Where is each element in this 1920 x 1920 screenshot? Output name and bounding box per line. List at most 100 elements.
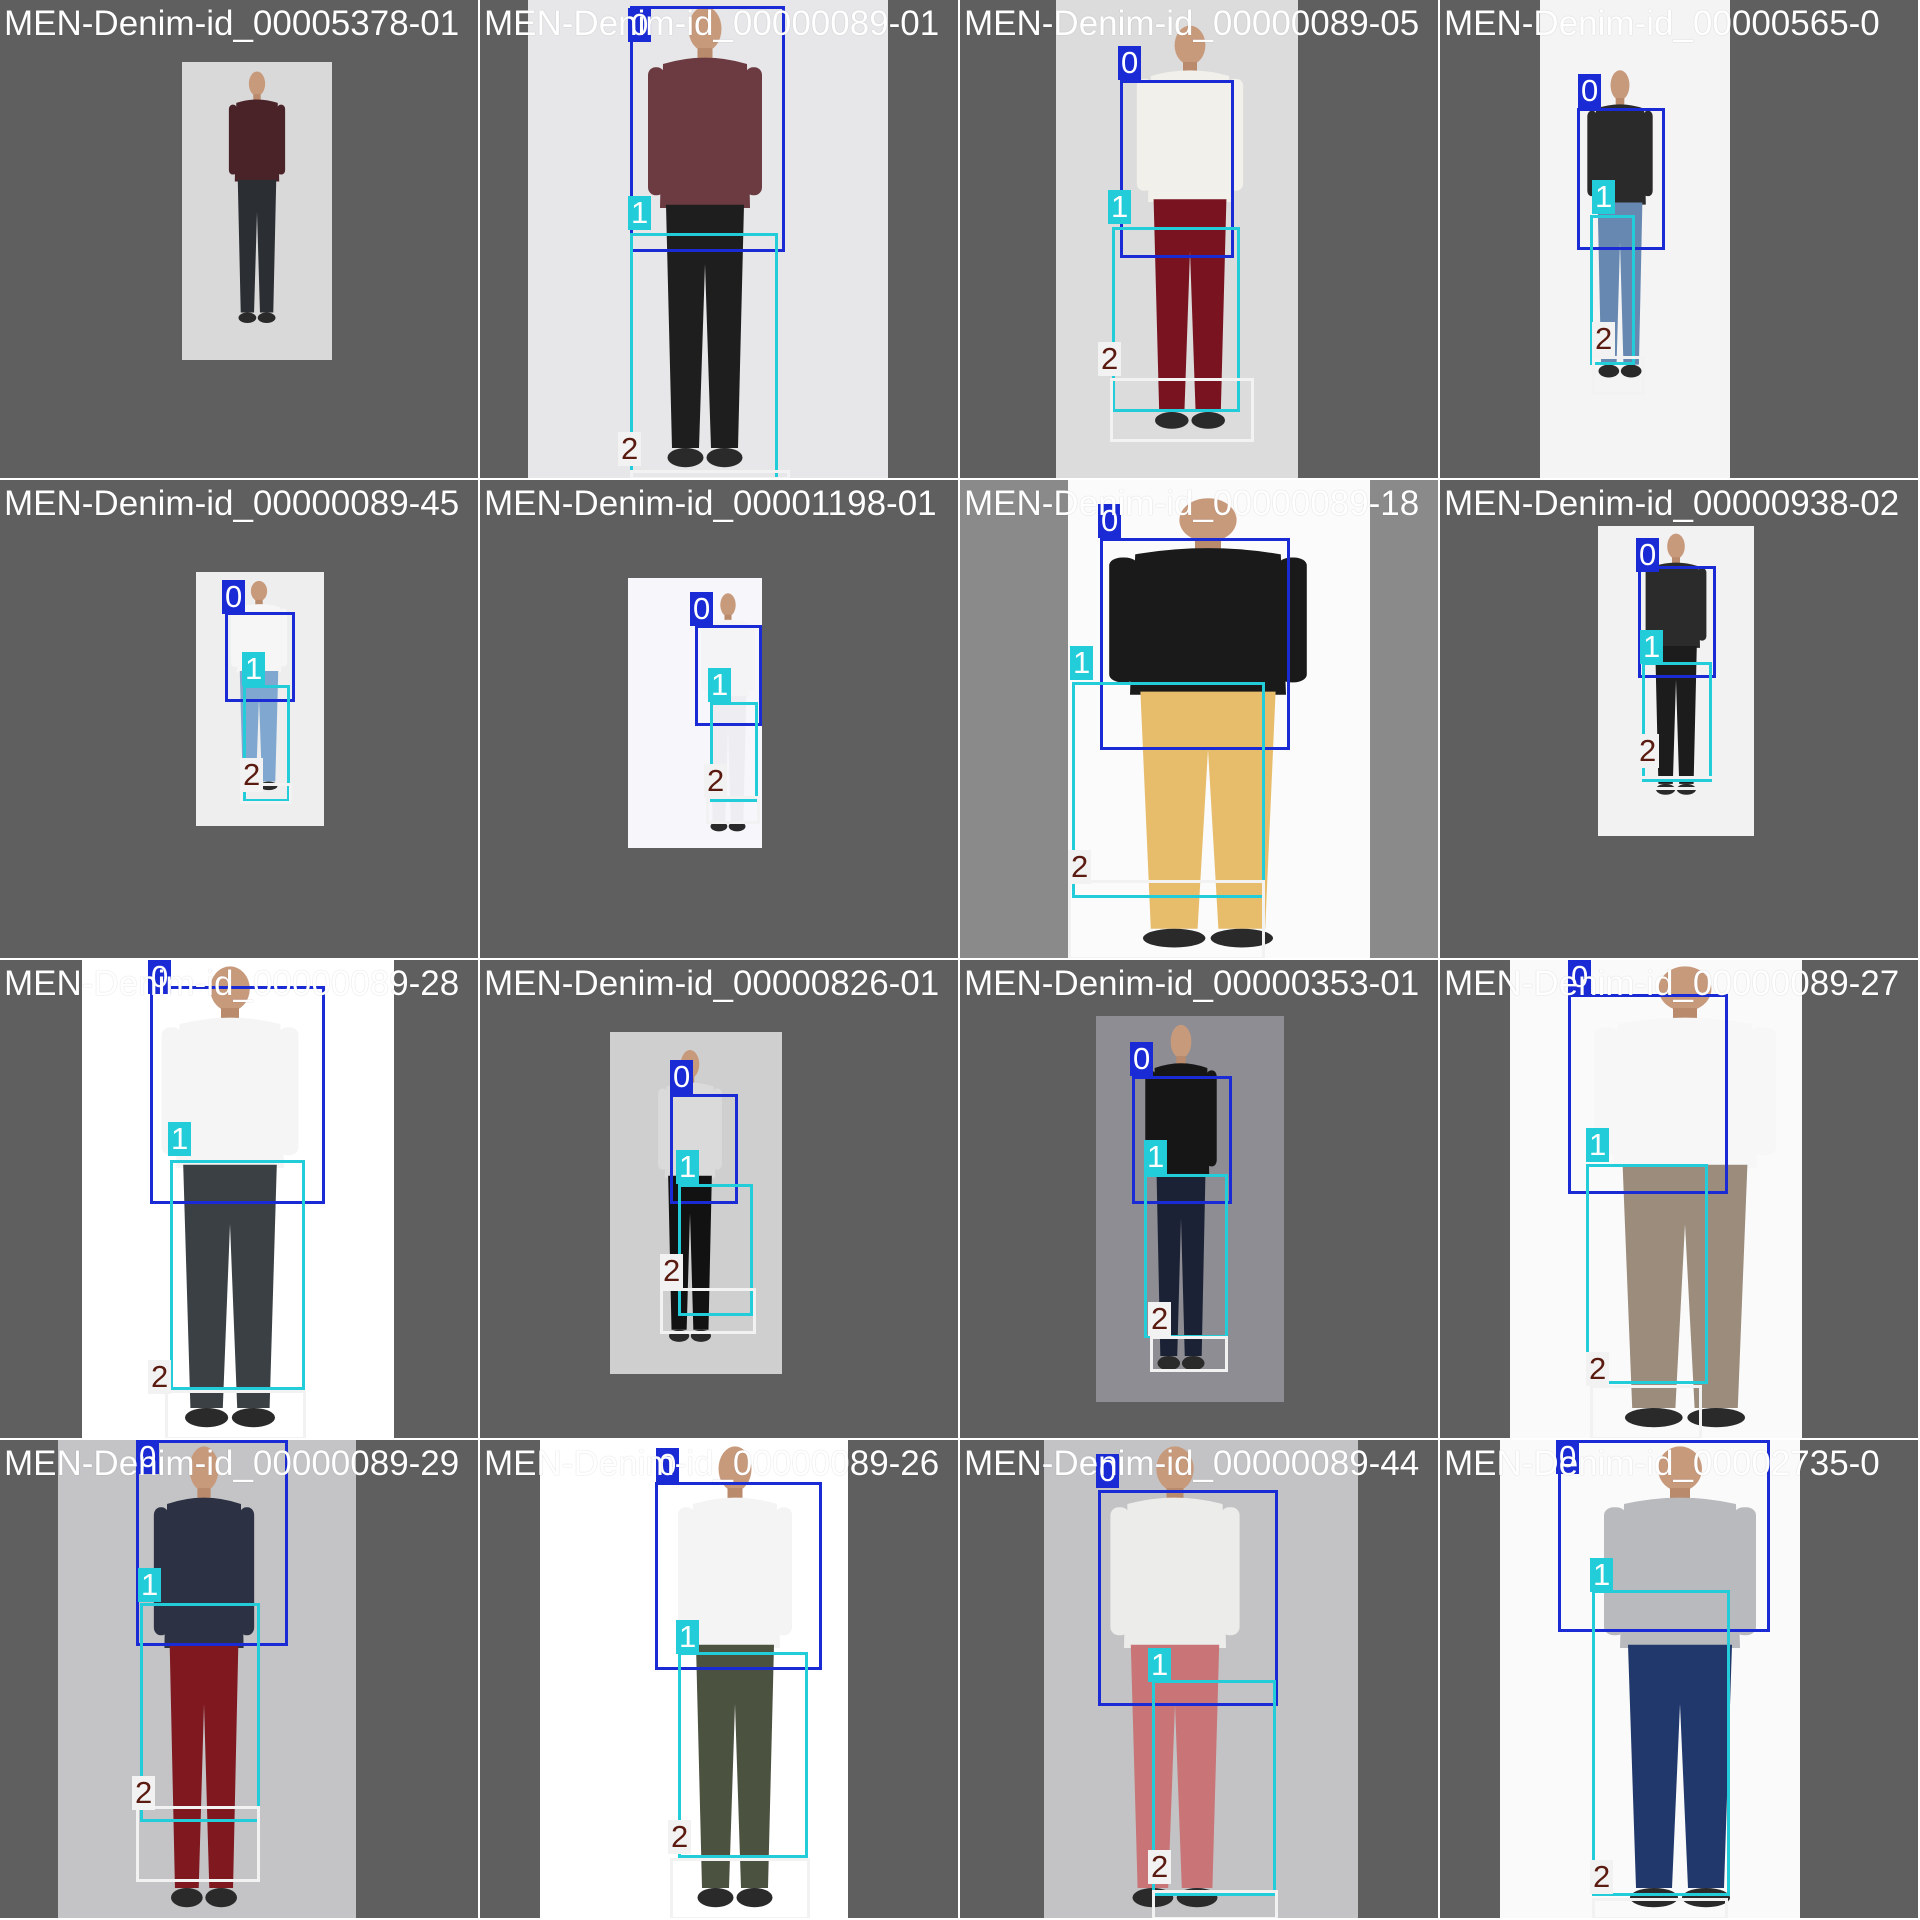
right-shoe [231, 1408, 275, 1428]
image-filename: MEN-Denim-id_00000826-01 [484, 964, 940, 1003]
person-figure [1593, 966, 1777, 1428]
image-tile: 0 1 2 MEN-Denim-id_00000089-45 [0, 480, 478, 958]
bbox-class-1 [678, 1184, 753, 1316]
image-background-band [1802, 960, 1918, 1438]
image-tile: 0 1 2 MEN-Denim-id_00000089-01 [480, 0, 958, 478]
neck [727, 1488, 743, 1501]
right-shoe [736, 1888, 773, 1908]
shirt [1594, 104, 1646, 205]
head [1156, 1446, 1194, 1492]
bbox-class-1 [170, 1160, 305, 1390]
right-arm [278, 1027, 299, 1156]
bbox-label: 0 [148, 960, 172, 994]
left-arm [1604, 1507, 1626, 1636]
image-tile: 0 1 2 MEN-Denim-id_00000089-18 [960, 480, 1438, 958]
bbox-label: 0 [690, 592, 714, 626]
bbox-class-1 [1072, 682, 1265, 898]
neck [1183, 62, 1197, 74]
shirt [1613, 1017, 1757, 1168]
head [248, 71, 266, 96]
bbox-label: 2 [668, 1820, 692, 1854]
left-shoe [171, 1888, 203, 1908]
left-arm [1109, 557, 1138, 683]
image-background-band [1298, 0, 1438, 478]
bbox-class-2 [1150, 1336, 1228, 1372]
image-filename: MEN-Denim-id_00000565-0 [1444, 4, 1880, 43]
image-background-band [960, 0, 1056, 478]
head [720, 593, 736, 617]
shirt [1148, 70, 1232, 203]
bbox-class-1 [710, 702, 758, 802]
neck [1670, 1488, 1690, 1501]
right-arm [746, 624, 755, 691]
bbox-class-2 [1636, 776, 1716, 790]
right-arm [1220, 1507, 1240, 1636]
right-arm [1278, 557, 1307, 683]
bbox-class-0 [695, 625, 762, 726]
pants [1153, 199, 1227, 412]
shirt [660, 57, 750, 208]
bbox-label: 1 [708, 668, 732, 702]
right-shoe [205, 1888, 237, 1908]
person-figure [1645, 533, 1707, 795]
bbox-class-0 [1100, 538, 1290, 750]
head [718, 1446, 752, 1492]
bbox-label: 0 [628, 8, 652, 42]
bbox-label: 1 [676, 1620, 700, 1654]
neck [1673, 1008, 1697, 1021]
bbox-label: 1 [1070, 646, 1094, 680]
bbox-class-0 [1577, 108, 1665, 250]
image-tile: 0 1 2 MEN-Denim-id_00000089-27 [1440, 960, 1918, 1438]
image-filename: MEN-Denim-id_00000089-45 [4, 484, 460, 523]
left-arm [1587, 110, 1597, 197]
bbox-label: 0 [222, 580, 246, 614]
shirt [164, 1497, 244, 1648]
bbox-class-0 [670, 1094, 738, 1204]
image-tile: 0 1 2 MEN-Denim-id_00000565-0 [1440, 0, 1918, 478]
bbox-class-0 [150, 986, 325, 1204]
bbox-label: 1 [168, 1122, 192, 1156]
right-shoe [1682, 1888, 1730, 1908]
left-shoe [1625, 1408, 1683, 1428]
left-shoe [667, 448, 704, 468]
bbox-label: 2 [618, 432, 642, 466]
bbox-label: 0 [1578, 74, 1602, 108]
bbox-class-2 [1152, 1890, 1278, 1918]
image-tile: 0 1 2 MEN-Denim-id_00001198-01 [480, 480, 958, 958]
left-arm [1136, 78, 1153, 191]
bbox-class-1 [678, 1652, 808, 1858]
image-background-band [1440, 0, 1540, 478]
bbox-class-1 [1590, 215, 1635, 365]
pants [1622, 1164, 1748, 1408]
person-figure [153, 1446, 255, 1908]
bbox-class-0 [1638, 566, 1716, 678]
image-filename: MEN-Denim-id_00000089-01 [484, 4, 940, 43]
image-background-band [848, 1440, 958, 1918]
bbox-class-1 [140, 1603, 260, 1822]
bbox-label: 1 [1586, 1128, 1610, 1162]
image-background-band [888, 0, 958, 478]
bbox-class-0 [1120, 80, 1234, 258]
right-shoe [257, 312, 276, 324]
person-figure [228, 71, 286, 324]
bbox-class-2 [1110, 378, 1254, 442]
left-arm [658, 1088, 668, 1170]
image-tile: 0 1 2 MEN-Denim-id_00000089-44 [960, 1440, 1438, 1918]
pants [183, 1164, 277, 1408]
head [1170, 1024, 1192, 1059]
bbox-label: 2 [240, 758, 264, 792]
shirt [1124, 1497, 1226, 1648]
pants [1628, 1644, 1732, 1888]
bbox-label: 1 [1640, 630, 1664, 664]
image-filename: MEN-Denim-id_00000089-27 [1444, 964, 1900, 1003]
bbox-class-2 [1068, 880, 1265, 958]
image-filename: MEN-Denim-id_00000089-05 [964, 4, 1420, 43]
left-shoe [1155, 412, 1189, 429]
image-background-band [1800, 1440, 1918, 1918]
head [1174, 25, 1206, 65]
image-tile: 0 1 2 MEN-Denim-id_00000089-05 [960, 0, 1438, 478]
bbox-class-1 [1642, 662, 1712, 782]
bbox-class-0 [1132, 1076, 1232, 1204]
image-filename: MEN-Denim-id_00000089-29 [4, 1444, 460, 1483]
image-background-band [960, 480, 1068, 958]
